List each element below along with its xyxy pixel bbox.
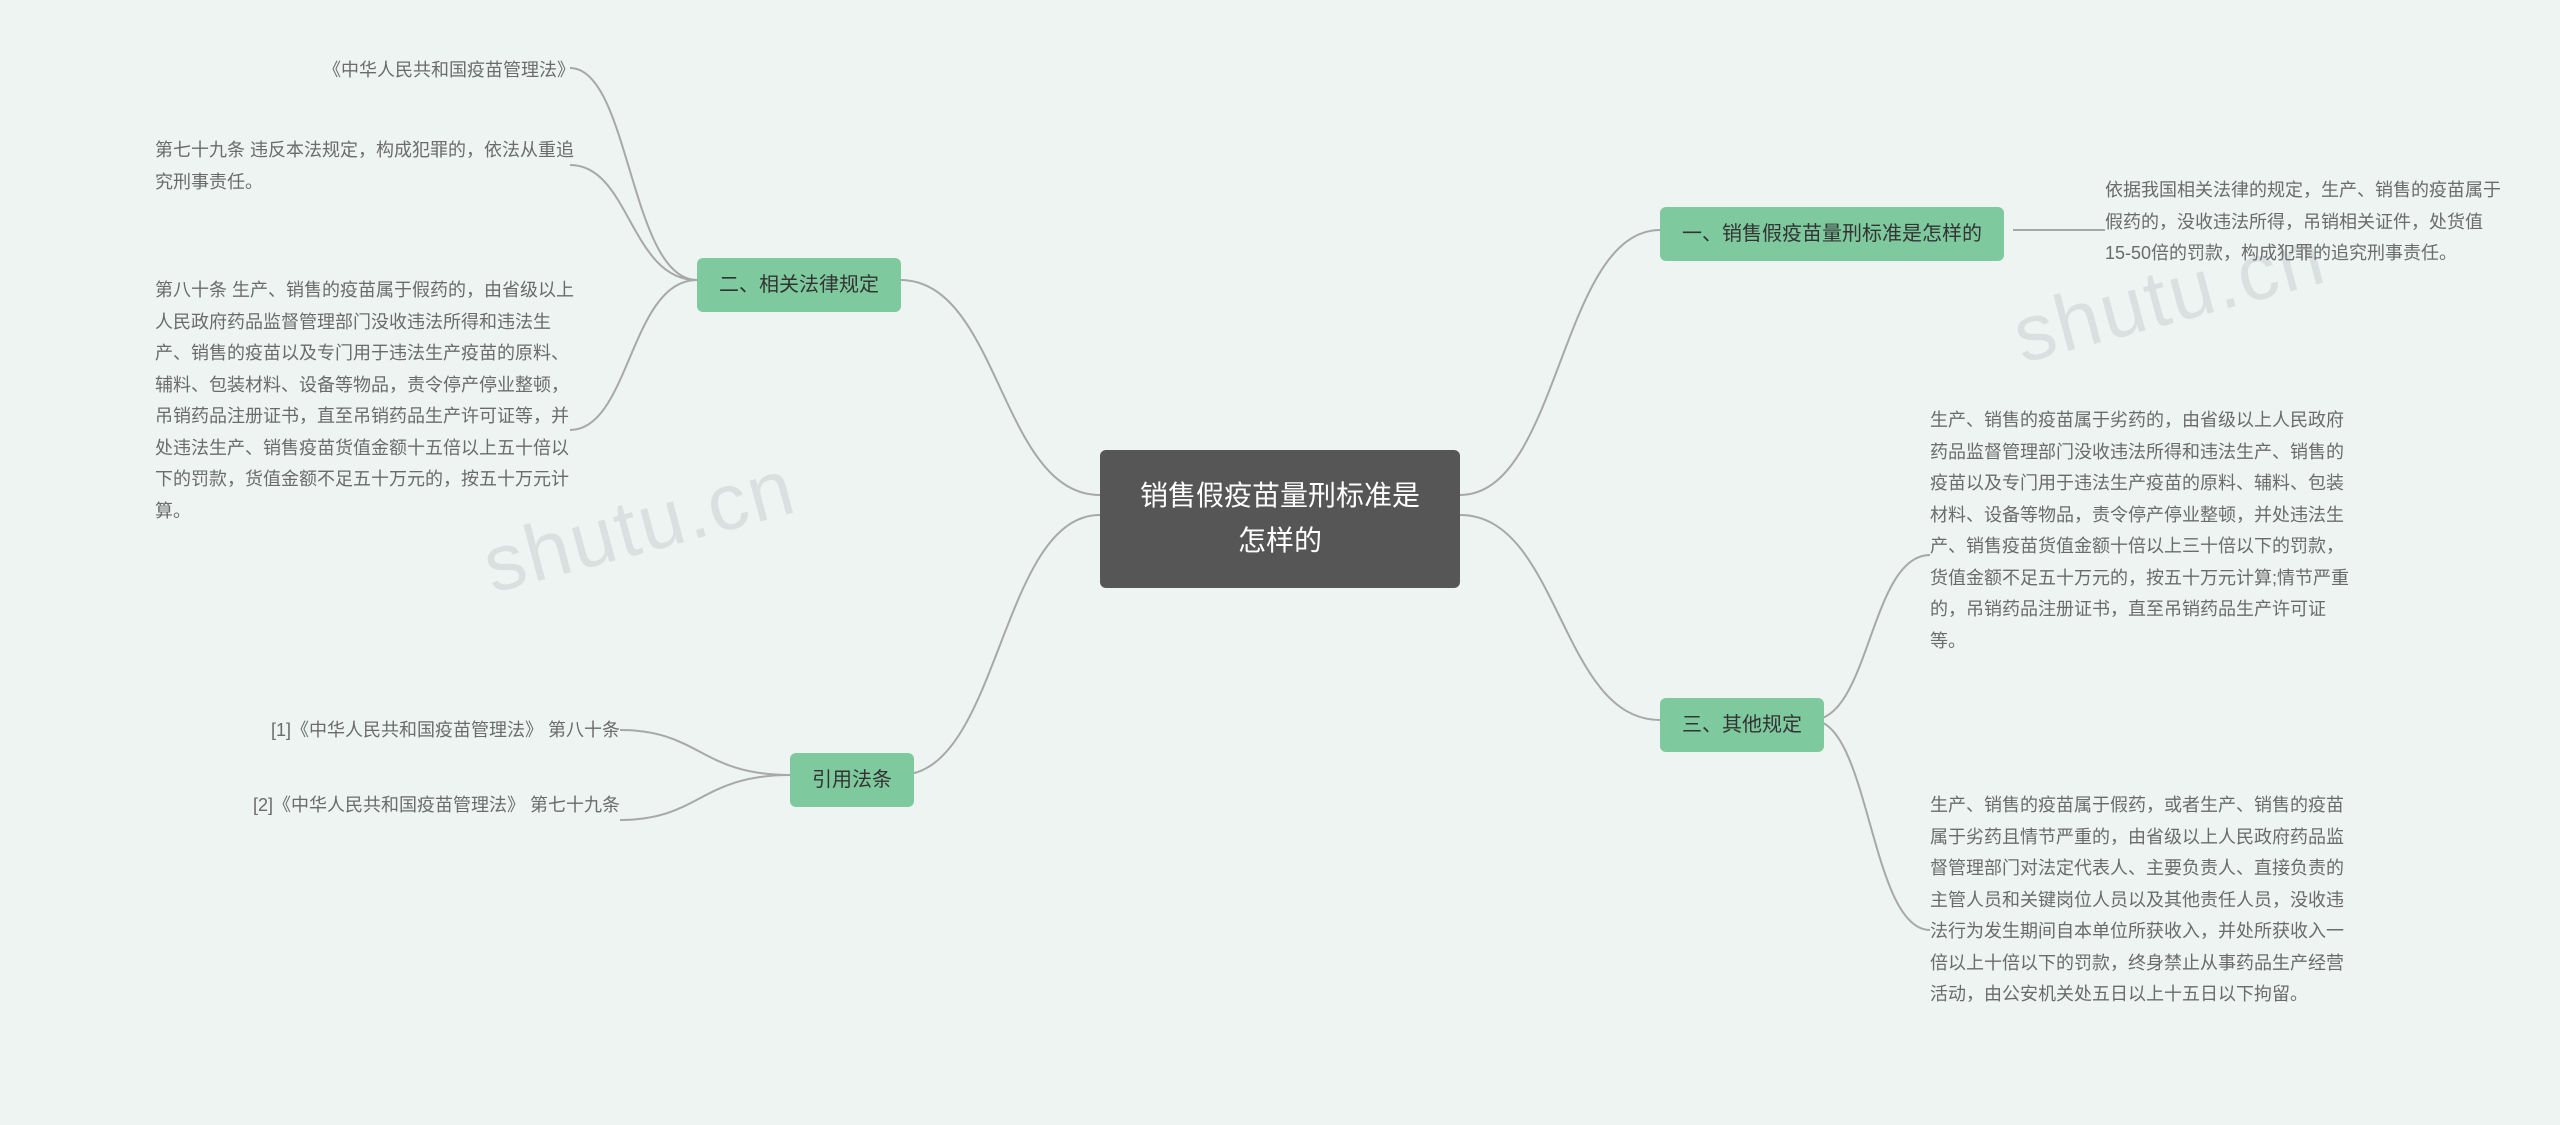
branch-three: 三、其他规定 <box>1660 698 1824 752</box>
branch-three-leaf-1: 生产、销售的疫苗属于假药，或者生产、销售的疫苗属于劣药且情节严重的，由省级以上人… <box>1930 790 2350 1011</box>
branch-cite-leaf-0: [1]《中华人民共和国疫苗管理法》 第八十条 <box>200 715 620 747</box>
branch-two: 二、相关法律规定 <box>697 258 901 312</box>
branch-one-leaf-0: 依据我国相关法律的规定，生产、销售的疫苗属于假药的，没收违法所得，吊销相关证件，… <box>2105 175 2505 270</box>
branch-two-leaf-1: 第七十九条 违反本法规定，构成犯罪的，依法从重追究刑事责任。 <box>155 135 575 198</box>
branch-one: 一、销售假疫苗量刑标准是怎样的 <box>1660 207 2004 261</box>
branch-two-leaf-2: 第八十条 生产、销售的疫苗属于假药的，由省级以上人民政府药品监督管理部门没收违法… <box>155 275 575 527</box>
branch-two-leaf-0: 《中华人民共和国疫苗管理法》 <box>265 55 575 87</box>
root-node: 销售假疫苗量刑标准是怎样的 <box>1100 450 1460 588</box>
branch-cite: 引用法条 <box>790 753 914 807</box>
branch-cite-leaf-1: [2]《中华人民共和国疫苗管理法》 第七十九条 <box>200 790 620 822</box>
branch-three-leaf-0: 生产、销售的疫苗属于劣药的，由省级以上人民政府药品监督管理部门没收违法所得和违法… <box>1930 405 2350 657</box>
